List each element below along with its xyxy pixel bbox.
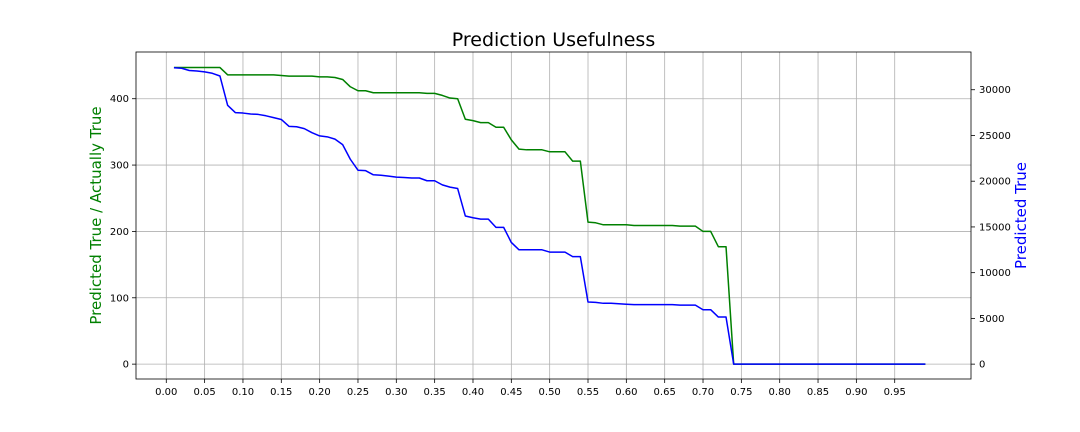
x-tick-label: 0.45: [500, 387, 522, 398]
y-right-tick-label: 30000: [979, 85, 1011, 96]
x-tick-label: 0.50: [539, 387, 561, 398]
predicted-true-series-line: [173, 67, 926, 365]
y-right-tick-label: 0: [979, 360, 985, 371]
grid-layer: [136, 52, 971, 379]
y-left-tick-label: 0: [123, 360, 129, 371]
y-right-tick-label: 20000: [979, 177, 1011, 188]
y-axis-left-title: Predicted True / Actually True: [87, 106, 105, 324]
x-tick-label: 0.95: [884, 387, 906, 398]
y-axis-right: 0 5000 10000 15000 20000 25000 30000: [971, 85, 1011, 371]
y-left-tick-label: 400: [110, 94, 129, 105]
x-tick-label: 0.65: [654, 387, 676, 398]
y-left-tick-label: 100: [110, 293, 129, 304]
x-tick-label: 0.80: [769, 387, 791, 398]
x-tick-label: 0.40: [462, 387, 484, 398]
y-right-tick-label: 5000: [979, 314, 1004, 325]
x-tick-label: 0.70: [692, 387, 714, 398]
x-axis: 0.00 0.05 0.10 0.15 0.20 0.25 0.30 0.35 0.40 0.45…: [155, 379, 906, 398]
x-tick-label: 0.20: [309, 387, 331, 398]
x-tick-label: 0.75: [730, 387, 752, 398]
x-tick-label: 0.05: [193, 387, 215, 398]
x-tick-label: 0.90: [845, 387, 867, 398]
y-right-tick-label: 25000: [979, 131, 1011, 142]
plot-frame: [135, 51, 972, 380]
y-right-tick-label: 15000: [979, 222, 1011, 233]
x-tick-label: 0.10: [232, 387, 254, 398]
x-tick-label: 0.35: [424, 387, 446, 398]
y-left-tick-label: 300: [110, 161, 129, 172]
x-tick-label: 0.25: [347, 387, 369, 398]
y-axis-right-title: Predicted True: [1012, 162, 1030, 269]
x-tick-label: 0.55: [577, 387, 599, 398]
y-right-tick-label: 10000: [979, 268, 1011, 279]
chart-title: Prediction Usefulness: [452, 29, 655, 51]
x-tick-label: 0.30: [385, 387, 407, 398]
x-tick-label: 0.15: [270, 387, 292, 398]
x-tick-label: 0.85: [807, 387, 829, 398]
x-tick-label: 0.00: [155, 387, 177, 398]
y-axis-left: 0 100 200 300 400: [110, 94, 136, 371]
y-left-tick-label: 200: [110, 227, 129, 238]
series-layer: [173, 66, 926, 365]
x-tick-label: 0.60: [615, 387, 637, 398]
